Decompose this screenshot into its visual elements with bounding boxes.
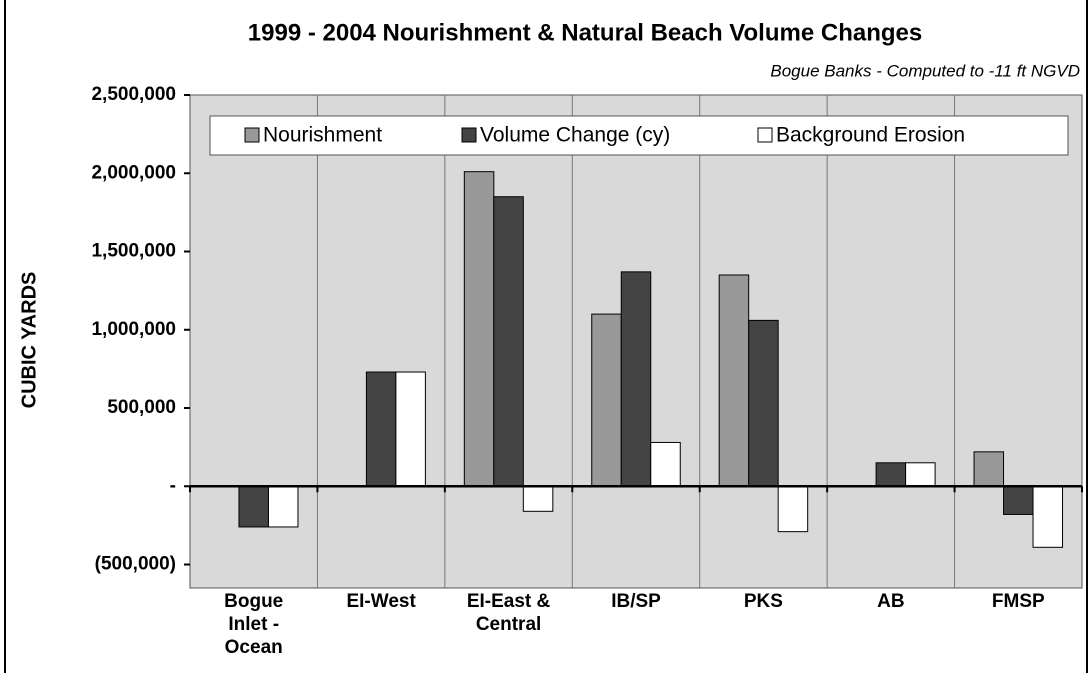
y-tick-label: 1,500,000 <box>91 241 176 262</box>
bar <box>267 485 299 528</box>
bar <box>777 485 809 533</box>
legend-swatch <box>461 127 477 143</box>
x-tick-label: PKS <box>743 591 783 612</box>
bar <box>650 441 681 487</box>
y-axis-label: CUBIC YARDS <box>18 272 40 409</box>
y-tick-label: - <box>170 475 176 496</box>
bar <box>493 196 524 487</box>
legend-label: Nourishment <box>263 124 382 147</box>
y-tick-label: 2,000,000 <box>91 162 176 183</box>
y-tick-label: 500,000 <box>107 397 176 418</box>
legend-swatch <box>757 127 773 143</box>
x-tick-label: FMSP <box>991 591 1045 612</box>
chart-subtitle: Bogue Banks - Computed to -11 ft NGVD <box>770 61 1080 80</box>
legend-swatch <box>244 127 260 143</box>
x-tick-label: IB/SP <box>611 591 661 612</box>
x-tick-label: AB <box>877 591 905 612</box>
x-tick-label: EI-West <box>346 591 416 612</box>
bar <box>1032 485 1064 548</box>
bar <box>905 462 936 487</box>
bar <box>395 371 426 487</box>
chart-title: 1999 - 2004 Nourishment & Natural Beach … <box>248 19 922 46</box>
bar <box>973 451 1005 487</box>
bar <box>718 274 750 487</box>
bar <box>365 371 397 487</box>
y-tick-label: 1,000,000 <box>91 319 176 340</box>
bar <box>875 462 907 487</box>
bar <box>522 485 554 512</box>
x-tick-label: EI-East & Central <box>466 591 551 635</box>
y-tick-label: 2,500,000 <box>91 84 176 105</box>
bar <box>748 319 779 487</box>
legend-label: Background Erosion <box>776 124 965 147</box>
y-tick-label: (500,000) <box>95 554 176 575</box>
bar <box>1003 485 1034 515</box>
bar <box>238 485 269 528</box>
bar <box>591 313 622 487</box>
bar <box>463 171 495 487</box>
bar <box>620 271 652 487</box>
legend-label: Volume Change (cy) <box>480 124 670 147</box>
legend-box <box>209 115 1069 156</box>
x-tick-label: Bogue Inlet - Ocean <box>224 591 284 658</box>
